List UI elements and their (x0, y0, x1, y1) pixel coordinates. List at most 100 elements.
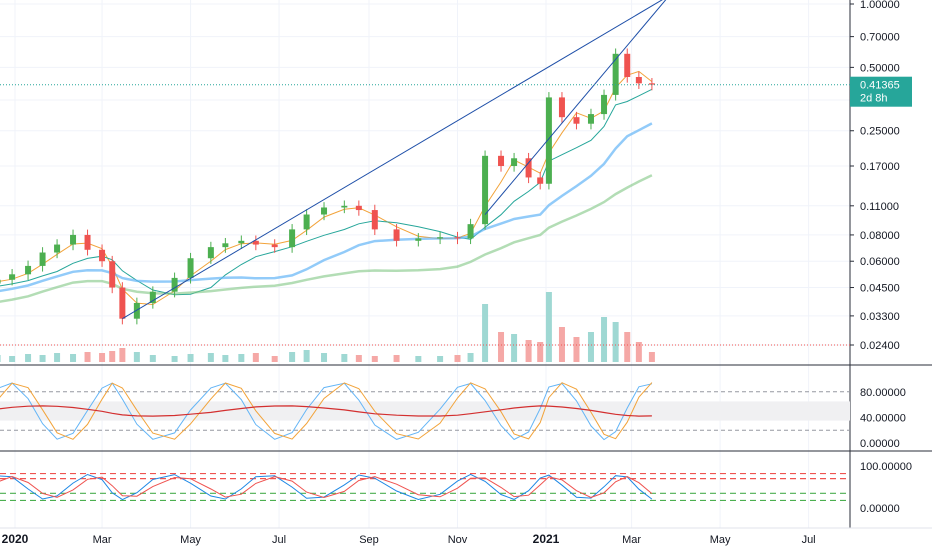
candle-body (289, 229, 296, 248)
volume-bar (415, 356, 422, 362)
stoch-tick-label: 40.00000 (860, 412, 906, 424)
candle-body (54, 244, 61, 253)
ma-line-xlong (0, 174, 653, 303)
price-tick-label: 0.02400 (860, 340, 900, 352)
candle-body (537, 177, 544, 184)
candle-body (70, 234, 77, 245)
volume-bar (321, 353, 328, 362)
price-tick-label: 0.03300 (860, 311, 900, 323)
volume-bar (612, 322, 619, 362)
volume-bar (133, 352, 140, 362)
candle-body (9, 274, 16, 280)
candle-body (612, 53, 619, 95)
volume-bar (437, 356, 444, 362)
candle-body (109, 261, 116, 288)
price-tick-label: 0.17000 (860, 161, 900, 173)
volume-bar (187, 354, 194, 362)
stoch-d-line (0, 382, 653, 440)
volume-bar (207, 353, 214, 362)
price-tick-label: 0.70000 (860, 32, 900, 44)
volume-bar (119, 348, 126, 362)
trendline-support (122, 0, 663, 320)
candle-body (587, 114, 594, 124)
stoch-k-line (0, 382, 653, 441)
stoch-axis: 80.00000 40.00000 0.00000 (860, 387, 906, 450)
volume-bars (0, 292, 655, 362)
volume-bar (498, 332, 505, 362)
candle-body (601, 94, 608, 115)
osc-axis: 100.00000 0.00000 (860, 461, 912, 515)
time-tick-label: Mar (622, 534, 641, 546)
candle-body (0, 279, 1, 284)
candle-body (525, 158, 532, 178)
candle-body (437, 237, 444, 239)
candle-body (303, 214, 310, 230)
volume-bar (482, 304, 489, 362)
candle-body (498, 155, 505, 167)
candle-body (467, 224, 474, 239)
time-tick-label: Mar (93, 534, 112, 546)
volume-bar (99, 353, 106, 362)
time-tick-label: May (180, 534, 201, 546)
volume-bar (648, 352, 655, 362)
time-tick-label: Sep (359, 534, 379, 546)
trendline-steep (484, 0, 667, 215)
candle-body (133, 302, 140, 319)
volume-bar (454, 355, 461, 362)
candle-body (558, 97, 565, 118)
candle-body (84, 234, 91, 250)
candle-body (393, 229, 400, 241)
candle-body (545, 97, 552, 184)
candle-body (119, 287, 126, 319)
volume-bar (271, 356, 278, 362)
time-tick-label: 2021 (533, 532, 560, 546)
volume-bar (109, 351, 116, 362)
candle-body (454, 237, 461, 239)
price-tick-label: 0.06000 (860, 256, 900, 268)
candle-body (415, 238, 422, 241)
volume-bar (355, 355, 362, 362)
countdown-label: 2d 8h (860, 93, 888, 105)
candle-body (355, 205, 362, 211)
candle-body (149, 291, 156, 303)
volume-bar (289, 352, 296, 362)
stoch-band (0, 401, 850, 421)
stoch-tick-label: 80.00000 (860, 387, 906, 399)
volume-bar (149, 355, 156, 362)
ma-line-mid (0, 88, 653, 296)
candle-body (635, 77, 642, 84)
volume-bar (0, 355, 1, 362)
volume-bar (70, 354, 77, 362)
osc-tick-label: 0.00000 (860, 503, 900, 515)
candle-body (482, 155, 489, 225)
volume-bar (537, 342, 544, 362)
last-price-badge (850, 76, 912, 107)
time-axis: 2020 Mar May Jul Sep Nov 2021 Mar May Jul (2, 532, 816, 546)
osc-line-slow (0, 475, 653, 499)
time-tick-label: May (710, 534, 731, 546)
price-tick-label: 1.00000 (860, 0, 900, 11)
candle-body (573, 117, 580, 124)
volume-bar (393, 355, 400, 362)
time-tick-label: Jul (802, 534, 816, 546)
volume-bar (171, 356, 178, 362)
candle-body (238, 240, 245, 244)
ma-line-long (0, 122, 653, 293)
stoch-tick-label: 0.00000 (860, 438, 900, 450)
candle-body (39, 252, 46, 266)
time-tick-label: Nov (448, 534, 468, 546)
candles (0, 48, 655, 325)
volume-bar (222, 355, 229, 362)
candle-body (271, 244, 278, 248)
candle-body (25, 265, 32, 275)
candle-body (99, 249, 106, 262)
volume-bar (341, 354, 348, 362)
volume-bar (54, 353, 61, 362)
osc-tick-label: 100.00000 (860, 461, 912, 473)
last-price-label: 0.41365 (860, 80, 900, 92)
candle-body (187, 258, 194, 278)
candle-body (207, 247, 214, 259)
candle-body (321, 207, 328, 215)
